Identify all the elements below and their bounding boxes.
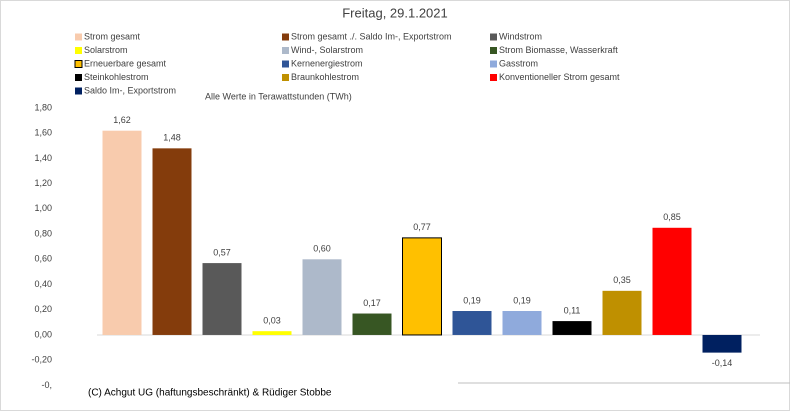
bar <box>602 290 642 335</box>
value-label: 1,62 <box>113 115 131 125</box>
legend-label: Erneuerbare gesamt <box>84 58 167 68</box>
legend-swatch <box>75 47 82 54</box>
legend-swatch <box>75 74 82 81</box>
bar <box>552 321 592 335</box>
legend-swatch <box>282 33 289 41</box>
y-tick-label: 1,40 <box>34 153 52 163</box>
legend-label: Wind-, Solarstrom <box>291 45 363 55</box>
legend-swatch <box>75 87 82 95</box>
bar <box>652 227 692 335</box>
value-label: 0,85 <box>663 212 681 222</box>
legend-swatch <box>282 47 289 54</box>
legend-swatch <box>490 47 497 54</box>
bar <box>302 259 342 335</box>
legend-swatch <box>75 33 82 41</box>
value-label: 1,48 <box>163 133 181 143</box>
legend-label: Kernenergiestrom <box>291 58 363 68</box>
bar <box>202 263 242 335</box>
legend-label: Steinkohlestrom <box>84 72 149 82</box>
y-tick-label: 0,20 <box>34 304 52 314</box>
unit-note: Alle Werte in Terawattstunden (TWh) <box>205 91 352 101</box>
legend-label: Windstrom <box>499 31 542 41</box>
value-label: 0,17 <box>363 298 381 308</box>
bar <box>152 148 192 335</box>
bar <box>402 237 442 336</box>
legend-label: Strom gesamt ./. Saldo Im-, Exportstrom <box>291 31 452 41</box>
value-label: 0,60 <box>313 244 331 254</box>
chart-title: Freitag, 29.1.2021 <box>342 5 448 20</box>
bar <box>102 130 142 335</box>
y-tick-label: 0,00 <box>34 329 52 339</box>
legend-swatch <box>490 60 497 68</box>
bar <box>252 331 292 335</box>
value-label: -0,14 <box>712 358 733 368</box>
value-label: 0,11 <box>564 305 581 315</box>
value-label: 0,19 <box>513 295 531 305</box>
bar <box>452 311 492 335</box>
legend-label: Braunkohlestrom <box>291 72 359 82</box>
legend-label: Konventioneller Strom gesamt <box>499 72 620 82</box>
y-tick-label: 1,80 <box>34 102 52 112</box>
copyright: (C) Achgut UG (haftungsbeschränkt) & Rüd… <box>88 388 332 399</box>
legend-swatch <box>74 60 83 68</box>
y-tick-label: 1,00 <box>34 203 52 213</box>
legend-label: Strom Biomasse, Wasserkraft <box>499 45 618 55</box>
bar <box>502 311 542 335</box>
legend-swatch <box>282 74 289 81</box>
legend-swatch <box>282 60 289 68</box>
bar <box>352 313 392 335</box>
y-tick-label: 0,60 <box>34 254 52 264</box>
y-tick-label: -0,20 <box>31 355 52 365</box>
y-tick-label: 1,60 <box>34 128 52 138</box>
legend-swatch <box>490 33 497 41</box>
legend-label: Saldo Im-, Exportstrom <box>84 85 176 95</box>
legend-label: Strom gesamt <box>84 31 141 41</box>
value-label: 0,19 <box>463 295 481 305</box>
bar <box>702 334 742 353</box>
legend-label: Solarstrom <box>84 45 128 55</box>
value-label: 0,77 <box>413 222 431 232</box>
y-tick-label: 0,80 <box>34 228 52 238</box>
y-tick-label: 1,20 <box>34 178 52 188</box>
value-label: 0,35 <box>613 275 631 285</box>
value-label: 0,57 <box>213 247 231 257</box>
y-tick-label: 0,40 <box>34 279 52 289</box>
value-label: 0,03 <box>263 316 281 326</box>
legend-label: Gasstrom <box>499 58 538 68</box>
legend-swatch <box>490 74 497 81</box>
y-tick-label: -0, <box>41 380 52 390</box>
